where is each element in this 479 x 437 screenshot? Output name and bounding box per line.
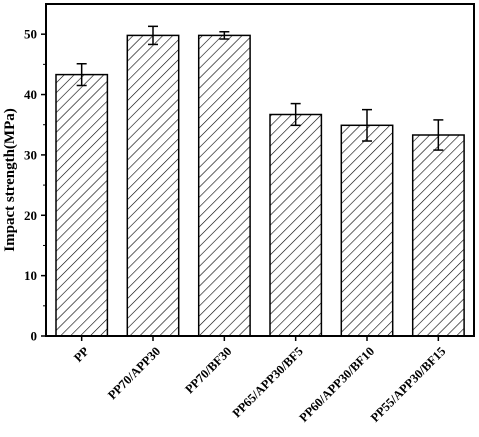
plot-frame (45, 3, 475, 337)
x-tick-label: PP70/APP30 (105, 344, 163, 402)
x-tick-label: PP60/APP30/BF10 (297, 344, 378, 425)
error-bars-layer (76, 25, 444, 151)
bar-0 (55, 73, 109, 337)
x-tick-label: PP (71, 344, 92, 365)
x-tick-label: PP55/APP30/BF15 (368, 344, 449, 425)
bar-1 (126, 34, 180, 337)
y-tick-label: 0 (31, 329, 38, 344)
y-axis-title: Impact strength(MPa) (2, 108, 18, 251)
bars-layer (55, 34, 465, 337)
y-tick-label: 20 (24, 208, 37, 223)
y-tick-label: 50 (24, 27, 37, 42)
axes-layer (41, 3, 475, 341)
x-tick-label: PP70/BF30 (182, 344, 234, 396)
y-tick-label: 30 (24, 147, 37, 162)
bar-3 (269, 113, 323, 337)
y-tick-label: 10 (24, 268, 37, 283)
y-tick-label: 40 (24, 87, 37, 102)
bar-4 (340, 124, 394, 337)
bar-2 (197, 34, 251, 337)
bar-5 (411, 134, 465, 337)
x-tick-label: PP65/APP30/BF5 (230, 344, 306, 420)
